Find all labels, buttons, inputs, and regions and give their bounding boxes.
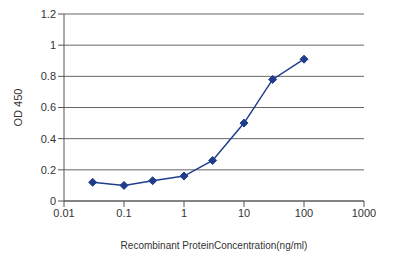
svg-text:OD 450: OD 450 — [12, 89, 24, 127]
svg-text:1: 1 — [181, 207, 187, 219]
svg-text:Recombinant ProteinConcentrati: Recombinant ProteinConcentration(ng/ml) — [121, 240, 308, 251]
svg-text:1000: 1000 — [352, 207, 376, 219]
svg-text:1: 1 — [50, 39, 56, 51]
svg-text:100: 100 — [295, 207, 313, 219]
svg-text:0.8: 0.8 — [41, 70, 56, 82]
svg-text:0.01: 0.01 — [53, 207, 74, 219]
svg-text:1.2: 1.2 — [41, 8, 56, 20]
svg-text:0.2: 0.2 — [41, 164, 56, 176]
svg-text:0.4: 0.4 — [41, 133, 56, 145]
svg-text:0: 0 — [50, 195, 56, 207]
svg-text:0.1: 0.1 — [116, 207, 131, 219]
svg-text:0.6: 0.6 — [41, 101, 56, 113]
svg-text:10: 10 — [238, 207, 250, 219]
